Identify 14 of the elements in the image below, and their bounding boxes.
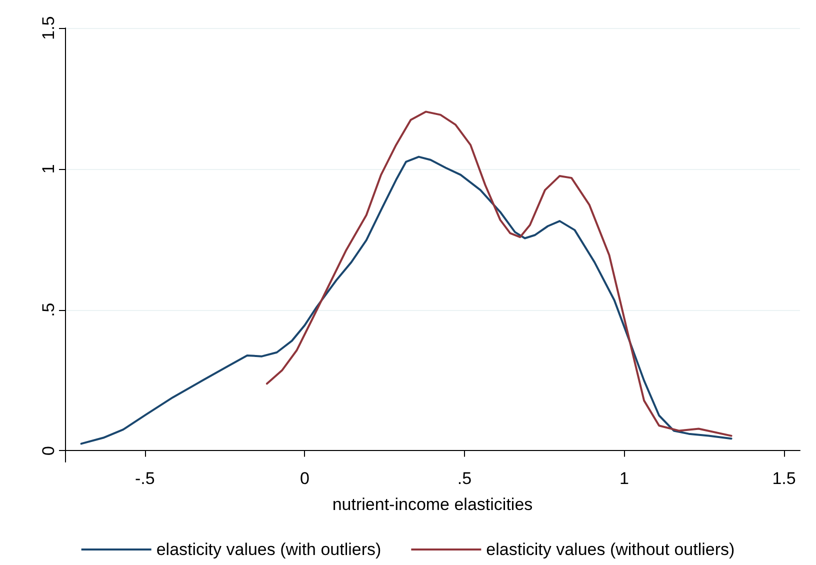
x-tick-label: 1.5	[772, 469, 796, 488]
y-tick-label: .5	[39, 302, 58, 317]
x-tick-label: 0	[300, 469, 310, 488]
line-series	[266, 110, 732, 437]
legend-label: elasticity values (without outliers)	[486, 540, 735, 559]
x-tick-label: 1	[620, 469, 629, 488]
x-tick-label: -.5	[134, 469, 155, 488]
line-series	[80, 156, 732, 445]
y-tick-label: 0	[39, 446, 58, 456]
y-tick-label: 1.5	[39, 16, 58, 40]
x-axis-title: nutrient-income elasticities	[332, 495, 533, 514]
legend-label: elasticity values (with outliers)	[156, 540, 382, 559]
y-tick-label: 1	[39, 164, 58, 174]
x-tick-label: .5	[457, 469, 472, 488]
